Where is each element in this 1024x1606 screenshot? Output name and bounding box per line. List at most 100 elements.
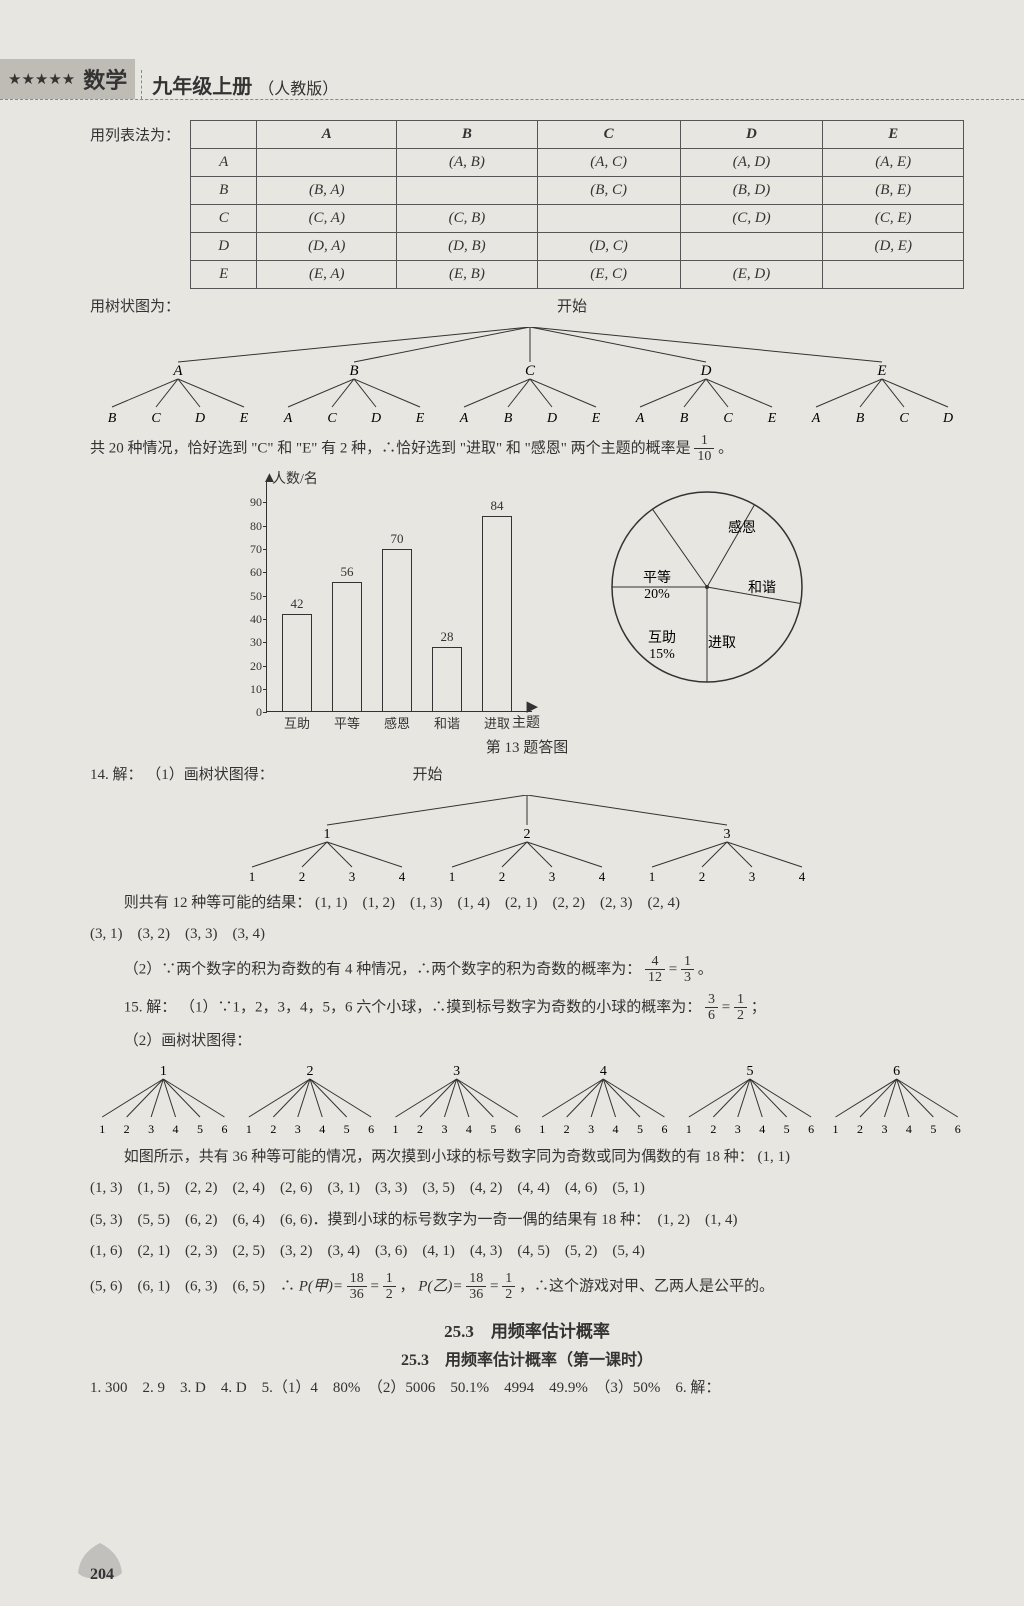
svg-text:2: 2 (307, 1064, 314, 1079)
svg-text:3: 3 (724, 827, 731, 842)
svg-text:3: 3 (349, 869, 356, 884)
table-row: A(A, B)(A, C)(A, D)(A, E) (191, 149, 964, 177)
frac-1-10: 110 (694, 433, 714, 465)
svg-text:2: 2 (564, 1122, 570, 1136)
answers: 1. 300 2. 9 3. D 4. D 5.（1）4 80% （2）5006… (90, 1376, 964, 1402)
content: 用列表法为： ABCDE A(A, B)(A, C)(A, D)(A, E) B… (0, 120, 1024, 1401)
svg-text:D: D (942, 411, 953, 426)
svg-text:B: B (680, 411, 689, 426)
svg-text:6: 6 (368, 1122, 374, 1136)
line-20: 共 20 种情况，恰好选到 "C" 和 "E" 有 2 种，∴恰好选到 "进取"… (90, 433, 964, 465)
pie-chart: 感恩和谐进取 互助15% 平等20% (592, 472, 822, 702)
svg-text:6: 6 (515, 1122, 521, 1136)
svg-text:4: 4 (600, 1064, 607, 1079)
svg-text:4: 4 (799, 869, 806, 884)
svg-text:C: C (327, 411, 337, 426)
svg-text:1: 1 (324, 827, 331, 842)
svg-text:4: 4 (173, 1122, 179, 1136)
svg-text:4: 4 (399, 869, 406, 884)
charts: 人数/名 主题 ▲ ▶ 0102030405060708090互助42平等56感… (90, 472, 964, 732)
figure-caption: 第 13 题答图 (90, 736, 964, 757)
q15-list: (1, 3) (1, 5) (2, 2) (2, 4) (2, 6) (3, 1… (90, 1176, 964, 1202)
svg-text:1: 1 (99, 1122, 105, 1136)
svg-text:B: B (349, 363, 358, 379)
table-row: B(B, A)(B, C)(B, D)(B, E) (191, 177, 964, 205)
q14-2: （2）∵两个数字的积为奇数的有 4 种情况，∴两个数字的积为奇数的概率为： 41… (90, 954, 964, 986)
header-stars: ★★★★★ 数学 (0, 59, 135, 99)
table-row: E(E, A)(E, B)(E, C)(E, D) (191, 261, 964, 289)
q15-list: (1, 6) (2, 1) (2, 3) (2, 5) (3, 2) (3, 4… (90, 1239, 964, 1265)
svg-text:C: C (899, 411, 909, 426)
svg-text:2: 2 (524, 827, 531, 842)
svg-text:A: A (459, 411, 469, 426)
svg-text:E: E (767, 411, 777, 426)
svg-text:D: D (194, 411, 205, 426)
svg-text:1: 1 (246, 1122, 252, 1136)
svg-text:5: 5 (747, 1064, 754, 1079)
section-subtitle: 25.3 用频率估计概率（第一课时） (90, 1346, 964, 1370)
svg-text:3: 3 (441, 1122, 447, 1136)
svg-text:1: 1 (449, 869, 456, 884)
svg-text:4: 4 (759, 1122, 765, 1136)
tree3-svg: 1123456212345631234564123456512345661234… (90, 1061, 970, 1139)
svg-text:2: 2 (124, 1122, 130, 1136)
svg-text:2: 2 (499, 869, 506, 884)
svg-text:2: 2 (299, 869, 306, 884)
svg-text:1: 1 (249, 869, 256, 884)
svg-text:6: 6 (893, 1064, 900, 1079)
svg-text:3: 3 (148, 1122, 154, 1136)
q14-results: 则共有 12 种等可能的结果： (1, 1) (1, 2) (1, 3) (1,… (90, 891, 964, 917)
svg-text:3: 3 (295, 1122, 301, 1136)
tree-intro: 用树状图为： (90, 295, 180, 321)
svg-text:5: 5 (197, 1122, 203, 1136)
svg-text:E: E (591, 411, 601, 426)
svg-text:D: D (370, 411, 381, 426)
svg-text:5: 5 (784, 1122, 790, 1136)
svg-text:互助15%: 互助15% (648, 630, 676, 662)
svg-text:感恩: 感恩 (728, 519, 756, 536)
svg-text:3: 3 (749, 869, 756, 884)
table-intro: 用列表法为： (90, 120, 180, 145)
svg-text:A: A (635, 411, 645, 426)
stars-text: ★★★★★ (8, 70, 75, 89)
pie-svg: 感恩和谐进取 互助15% 平等20% (592, 472, 822, 702)
svg-text:B: B (504, 411, 513, 426)
svg-text:5: 5 (930, 1122, 936, 1136)
svg-text:1: 1 (539, 1122, 545, 1136)
svg-text:1: 1 (649, 869, 656, 884)
svg-text:5: 5 (637, 1122, 643, 1136)
svg-text:和谐: 和谐 (748, 580, 776, 596)
q14-results2: (3, 1) (3, 2) (3, 3) (3, 4) (90, 922, 964, 948)
page-number: 204 (90, 1566, 114, 1584)
svg-text:D: D (546, 411, 557, 426)
q15-conc: (5, 6) (6, 1) (6, 3) (6, 5) ∴ P(甲)= 1836… (90, 1271, 964, 1303)
tree1-svg: ABCDEBACDECABDEDABCEEABCD (90, 327, 970, 427)
svg-text:6: 6 (221, 1122, 227, 1136)
version: （人教版） (258, 75, 338, 99)
svg-text:2: 2 (270, 1122, 276, 1136)
q15-2: （2）画树状图得： (90, 1029, 964, 1055)
svg-text:2: 2 (417, 1122, 423, 1136)
svg-text:A: A (811, 411, 821, 426)
svg-text:平等20%: 平等20% (643, 569, 671, 602)
svg-text:6: 6 (955, 1122, 961, 1136)
svg-text:2: 2 (710, 1122, 716, 1136)
q15-list: (5, 3) (5, 5) (6, 2) (6, 4) (6, 6)．摸到小球的… (90, 1208, 964, 1234)
pairs-table: ABCDE A(A, B)(A, C)(A, D)(A, E) B(B, A)(… (190, 120, 964, 289)
svg-text:1: 1 (393, 1122, 399, 1136)
svg-text:C: C (723, 411, 733, 426)
svg-text:2: 2 (699, 869, 706, 884)
q15-1: 15. 解： （1）∵1，2，3，4，5，6 六个小球，∴摸到标号数字为奇数的小… (90, 992, 964, 1024)
grade: 九年级上册 (141, 70, 258, 99)
arrow-icon: ▶ (526, 697, 538, 716)
q14: 14. 解： （1）画树状图得： 开始 (90, 763, 964, 789)
svg-text:1: 1 (686, 1122, 692, 1136)
svg-text:5: 5 (344, 1122, 350, 1136)
svg-text:3: 3 (588, 1122, 594, 1136)
svg-text:进取: 进取 (708, 635, 736, 651)
tree2-svg: 112342123431234 (227, 795, 827, 885)
table-row: D(D, A)(D, B)(D, C)(D, E) (191, 233, 964, 261)
svg-text:C: C (151, 411, 161, 426)
svg-text:3: 3 (453, 1064, 460, 1079)
svg-text:D: D (700, 363, 712, 379)
